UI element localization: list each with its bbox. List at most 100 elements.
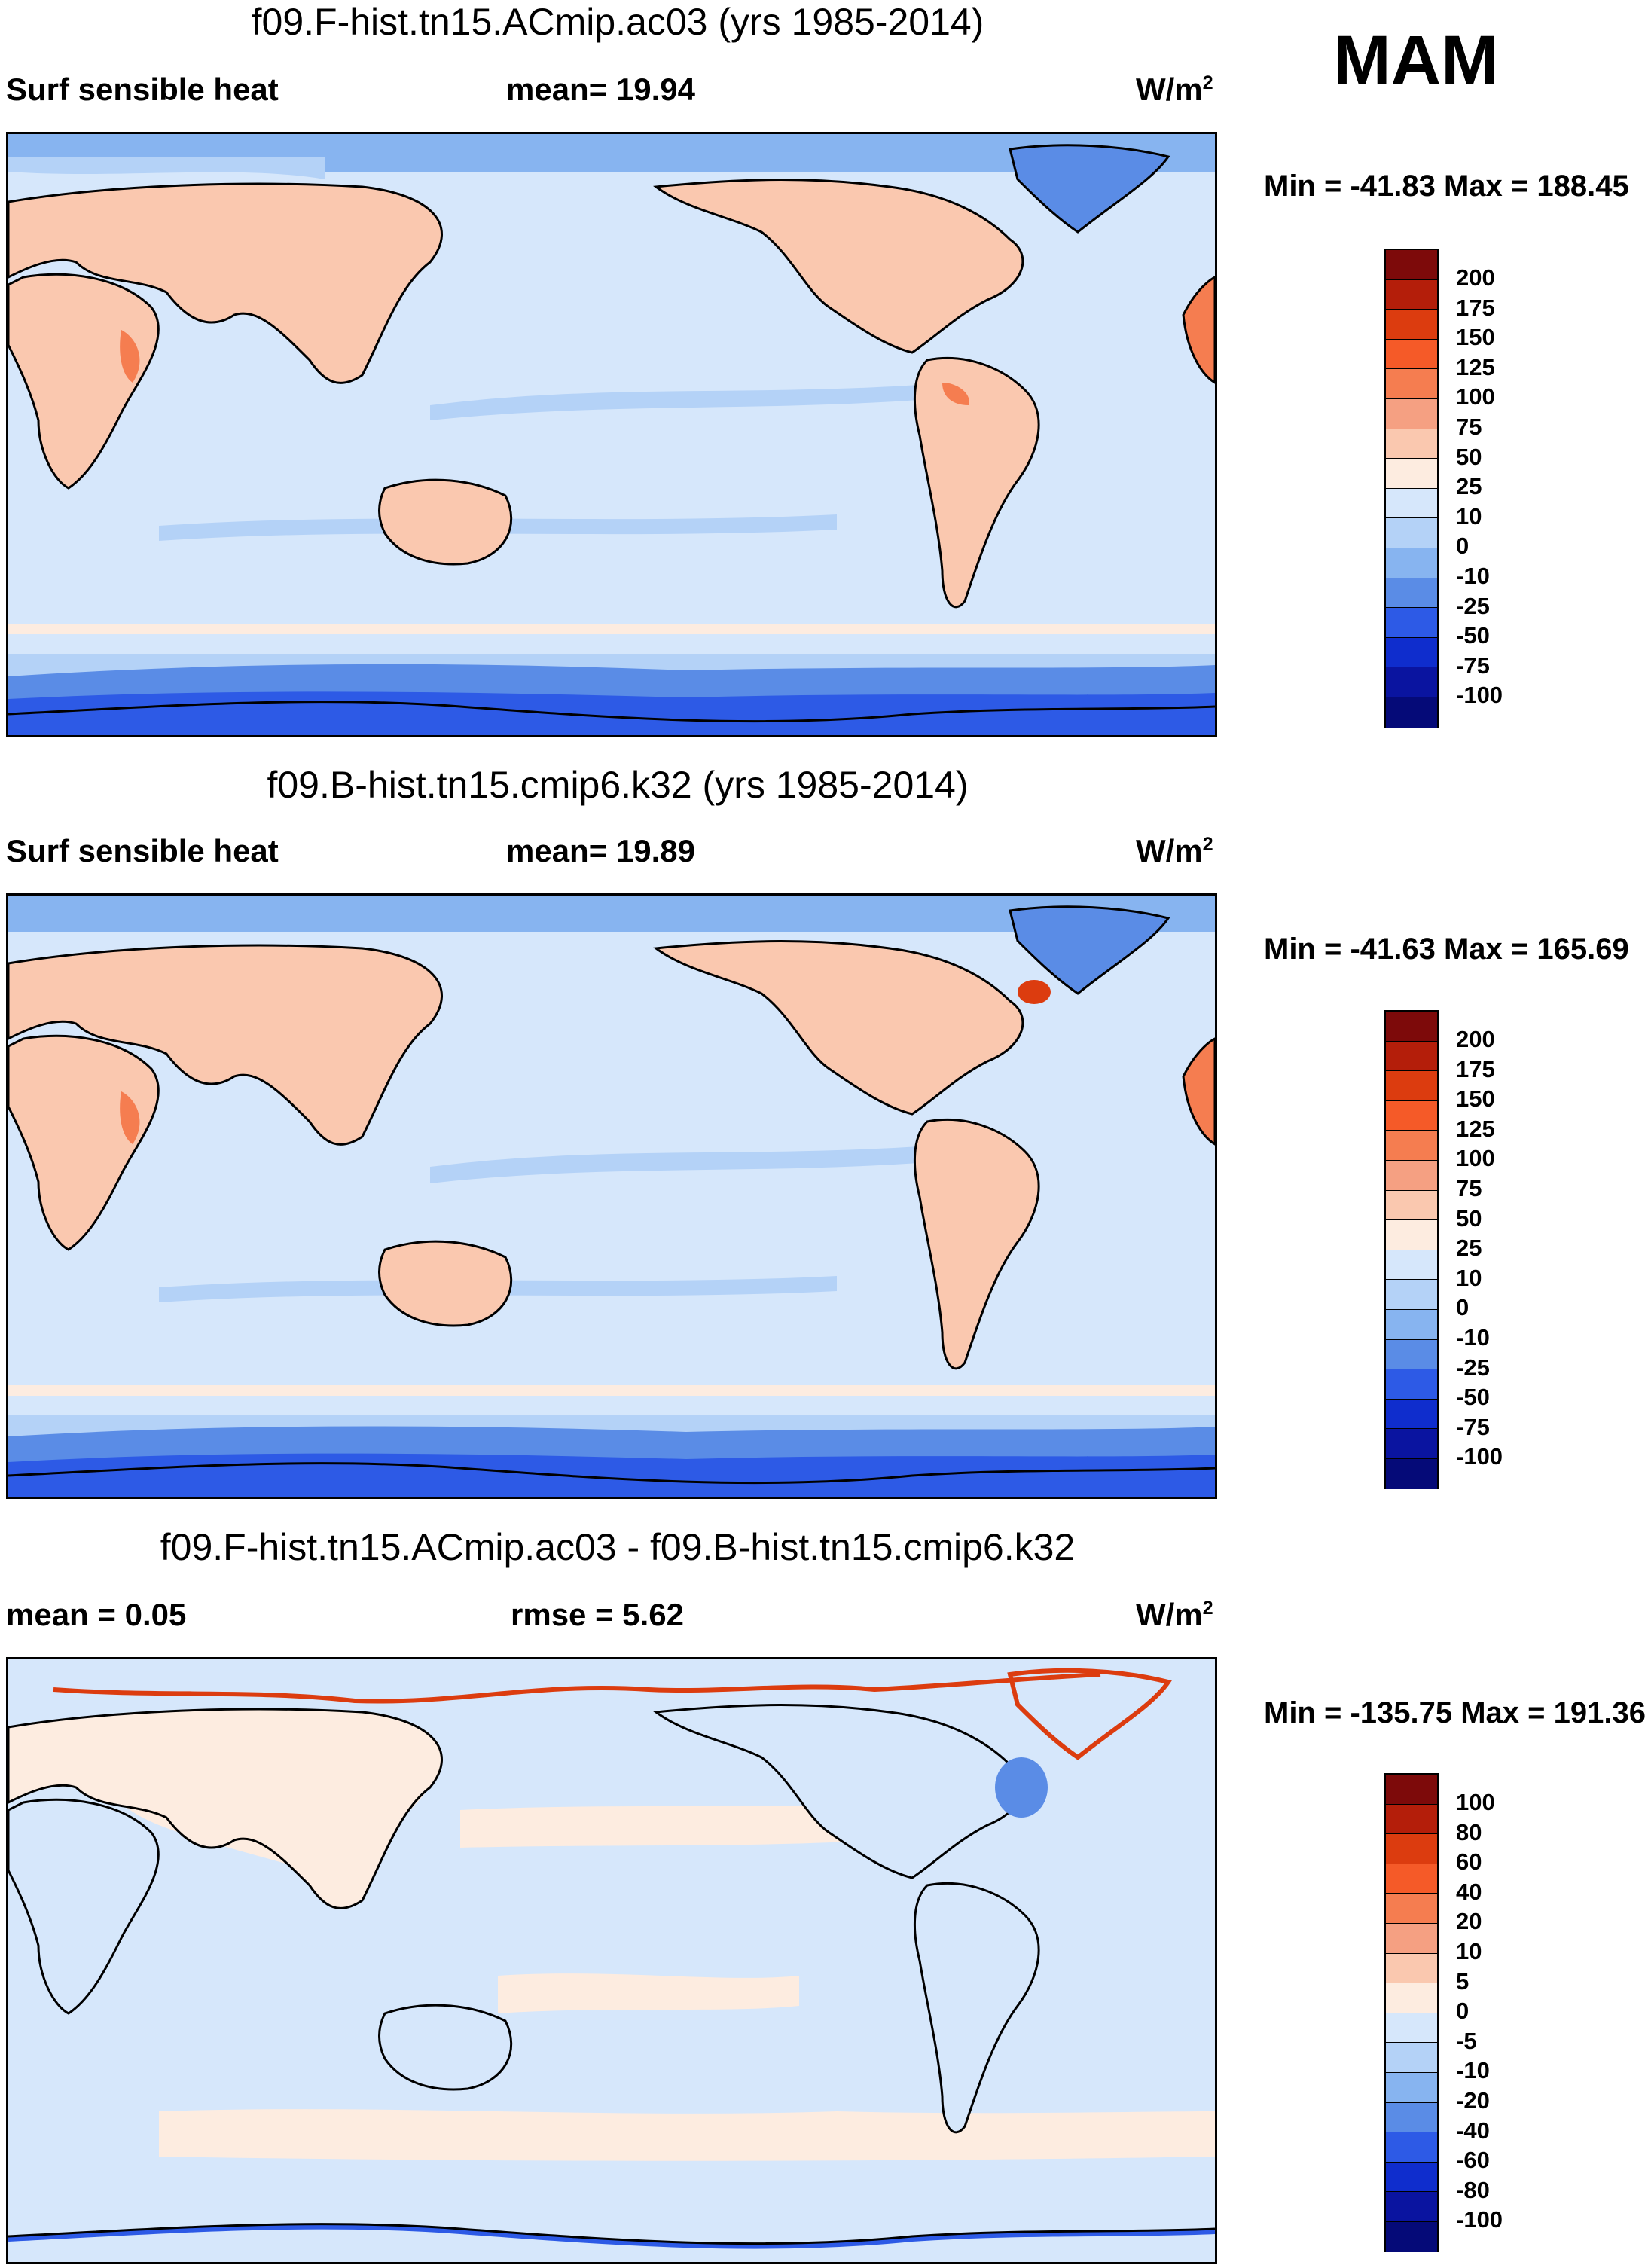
colorbar-tick-label: -100 bbox=[1456, 1443, 1503, 1470]
panel-1-colorbar bbox=[1384, 249, 1439, 728]
colorbar-tick-label: 100 bbox=[1456, 383, 1495, 410]
colorbar-swatch bbox=[1386, 2072, 1437, 2103]
colorbar-swatch bbox=[1386, 2043, 1437, 2073]
colorbar-swatch bbox=[1386, 1160, 1437, 1191]
colorbar-swatch bbox=[1386, 1458, 1437, 1489]
colorbar-swatch bbox=[1386, 279, 1437, 310]
panel-2-minmax: Min = -41.63 Max = 165.69 bbox=[1264, 933, 1629, 966]
colorbar-tick-label: -60 bbox=[1456, 2147, 1490, 2173]
colorbar-swatch bbox=[1386, 1983, 1437, 2013]
colorbar-tick-label: -25 bbox=[1456, 593, 1490, 619]
colorbar-swatch bbox=[1386, 1429, 1437, 1459]
colorbar-swatch bbox=[1386, 1834, 1437, 1864]
colorbar-tick-label: 0 bbox=[1456, 1998, 1470, 2024]
colorbar-swatch bbox=[1386, 1012, 1437, 1042]
colorbar-tick-label: 175 bbox=[1456, 1056, 1495, 1082]
colorbar-swatch bbox=[1386, 1923, 1437, 1954]
colorbar-tick-label: 100 bbox=[1456, 1789, 1495, 1815]
colorbar-tick-label: 10 bbox=[1456, 1265, 1482, 1291]
panel-2-title: f09.B-hist.tn15.cmip6.k32 (yrs 1985-2014… bbox=[267, 764, 969, 806]
colorbar-swatch bbox=[1386, 637, 1437, 668]
colorbar-tick-label: 125 bbox=[1456, 354, 1495, 380]
colorbar-tick-label: 75 bbox=[1456, 414, 1482, 440]
panel-3-mean-label: mean = 0.05 bbox=[6, 1597, 187, 1632]
colorbar-tick-label: 25 bbox=[1456, 1235, 1482, 1261]
colorbar-swatch bbox=[1386, 697, 1437, 728]
colorbar-tick-label: -50 bbox=[1456, 1384, 1490, 1410]
colorbar-tick-label: 25 bbox=[1456, 473, 1482, 499]
panel-2-mean-label: mean= 19.89 bbox=[506, 833, 696, 868]
panel-3-units: W/m2 bbox=[1136, 1597, 1213, 1632]
colorbar-tick-label: 150 bbox=[1456, 1085, 1495, 1112]
colorbar-tick-label: -100 bbox=[1456, 2206, 1503, 2233]
colorbar-tick-label: -10 bbox=[1456, 563, 1490, 589]
colorbar-swatch bbox=[1386, 1775, 1437, 1805]
panel-2-units: W/m2 bbox=[1136, 833, 1213, 868]
colorbar-swatch bbox=[1386, 1220, 1437, 1250]
colorbar-tick-label: -10 bbox=[1456, 2057, 1490, 2083]
colorbar-tick-label: -75 bbox=[1456, 1414, 1490, 1440]
panel-3-map-canvas bbox=[8, 1659, 1215, 2262]
colorbar-swatch bbox=[1386, 1041, 1437, 1072]
panel-3-minmax: Min = -135.75 Max = 191.36 bbox=[1264, 1696, 1645, 1729]
colorbar-tick-label: 200 bbox=[1456, 264, 1495, 291]
colorbar-swatch bbox=[1386, 429, 1437, 459]
colorbar-swatch bbox=[1386, 1339, 1437, 1370]
colorbar-tick-label: 20 bbox=[1456, 1908, 1482, 1934]
colorbar-tick-label: 125 bbox=[1456, 1116, 1495, 1142]
panel-1-map bbox=[6, 132, 1217, 737]
panel-1-variable-label: Surf sensible heat bbox=[6, 72, 279, 107]
colorbar-swatch bbox=[1386, 2221, 1437, 2252]
panel-1-minmax: Min = -41.83 Max = 188.45 bbox=[1264, 169, 1629, 203]
colorbar-tick-label: -5 bbox=[1456, 2028, 1477, 2054]
colorbar-swatch bbox=[1386, 1804, 1437, 1835]
colorbar-tick-label: 75 bbox=[1456, 1175, 1482, 1201]
colorbar-swatch bbox=[1386, 667, 1437, 697]
colorbar-tick-label: -25 bbox=[1456, 1354, 1490, 1381]
colorbar-swatch bbox=[1386, 2162, 1437, 2193]
colorbar-swatch bbox=[1386, 2132, 1437, 2163]
colorbar-swatch bbox=[1386, 310, 1437, 340]
colorbar-swatch bbox=[1386, 578, 1437, 609]
colorbar-tick-label: -75 bbox=[1456, 652, 1490, 679]
colorbar-tick-label: 80 bbox=[1456, 1819, 1482, 1845]
panel-2-map bbox=[6, 893, 1217, 1499]
colorbar-swatch bbox=[1386, 1190, 1437, 1221]
colorbar-swatch bbox=[1386, 1250, 1437, 1281]
colorbar-swatch bbox=[1386, 518, 1437, 548]
colorbar-swatch bbox=[1386, 548, 1437, 578]
colorbar-tick-label: 150 bbox=[1456, 324, 1495, 350]
colorbar-tick-label: 200 bbox=[1456, 1026, 1495, 1052]
colorbar-swatch bbox=[1386, 1369, 1437, 1400]
colorbar-swatch bbox=[1386, 1864, 1437, 1894]
colorbar-tick-label: 175 bbox=[1456, 295, 1495, 321]
colorbar-swatch bbox=[1386, 1071, 1437, 1101]
colorbar-tick-label: -80 bbox=[1456, 2177, 1490, 2203]
panel-3-colorbar bbox=[1384, 1773, 1439, 2252]
colorbar-swatch bbox=[1386, 369, 1437, 399]
colorbar-tick-label: -20 bbox=[1456, 2087, 1490, 2114]
colorbar-swatch bbox=[1386, 1280, 1437, 1310]
colorbar-tick-label: 50 bbox=[1456, 1205, 1482, 1232]
panel-1-units: W/m2 bbox=[1136, 72, 1213, 107]
panel-3-title: f09.F-hist.tn15.ACmip.ac03 - f09.B-hist.… bbox=[160, 1526, 1076, 1568]
colorbar-tick-label: 0 bbox=[1456, 533, 1470, 559]
colorbar-tick-label: 50 bbox=[1456, 444, 1482, 470]
colorbar-tick-label: 100 bbox=[1456, 1145, 1495, 1171]
colorbar-swatch bbox=[1386, 250, 1437, 280]
colorbar-tick-label: 10 bbox=[1456, 1938, 1482, 1964]
colorbar-tick-label: 10 bbox=[1456, 503, 1482, 530]
panel-1-title: f09.F-hist.tn15.ACmip.ac03 (yrs 1985-201… bbox=[251, 1, 984, 43]
colorbar-swatch bbox=[1386, 608, 1437, 638]
colorbar-swatch bbox=[1386, 1131, 1437, 1161]
panel-1-mean-label: mean= 19.94 bbox=[506, 72, 696, 107]
colorbar-tick-label: 5 bbox=[1456, 1968, 1470, 1995]
colorbar-swatch bbox=[1386, 1100, 1437, 1131]
colorbar-swatch bbox=[1386, 1894, 1437, 1924]
colorbar-tick-label: -50 bbox=[1456, 622, 1490, 649]
colorbar-swatch bbox=[1386, 459, 1437, 489]
colorbar-tick-label: 60 bbox=[1456, 1848, 1482, 1875]
colorbar-swatch bbox=[1386, 1953, 1437, 1984]
colorbar-swatch bbox=[1386, 339, 1437, 370]
panel-1-map-canvas bbox=[8, 134, 1215, 735]
